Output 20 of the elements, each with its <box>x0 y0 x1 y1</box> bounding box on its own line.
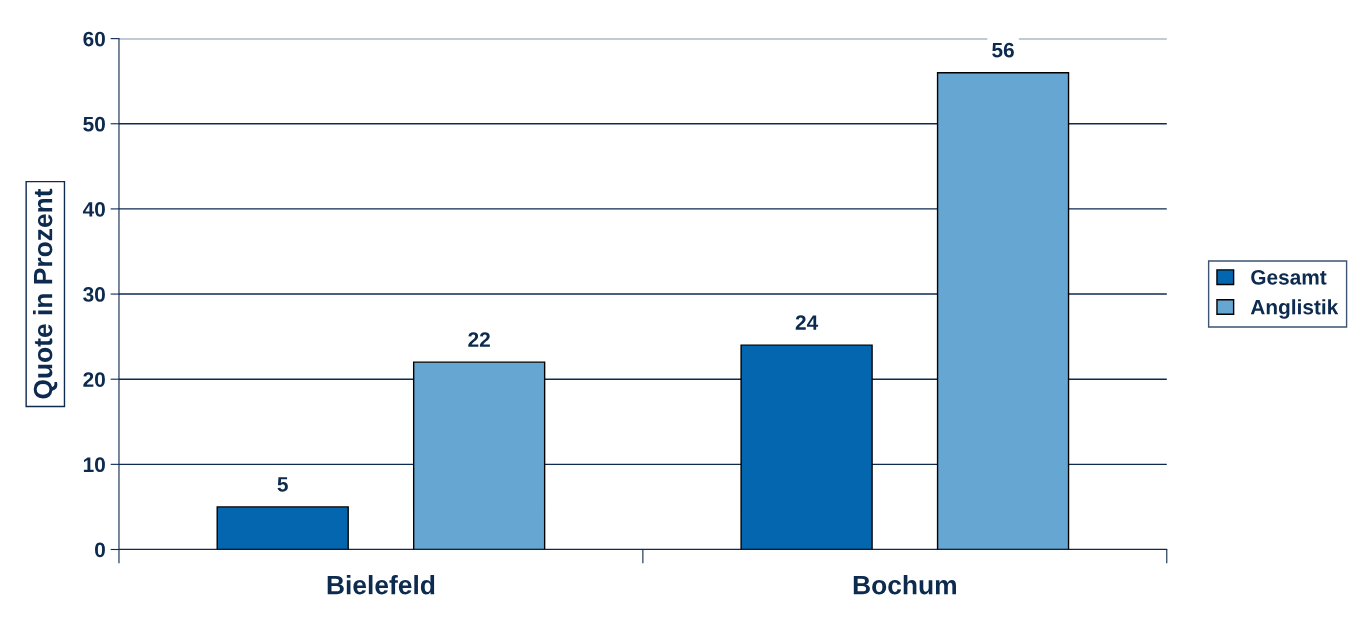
y-tick-label: 40 <box>82 201 105 217</box>
data-label: 5 <box>277 477 288 492</box>
data-label: 24 <box>795 315 819 330</box>
bar <box>936 71 1070 550</box>
x-tick-label: Bielefeld <box>327 575 435 595</box>
y-tick-label: 0 <box>95 542 105 558</box>
y-tick-label: 60 <box>83 31 105 47</box>
y-axis-title: Quote in Prozent <box>33 188 58 399</box>
y-tick-label: 30 <box>83 287 105 302</box>
y-tick-label: 10 <box>83 457 105 473</box>
y-tick-label: 50 <box>83 116 105 132</box>
y-tick-label: 20 <box>83 372 105 387</box>
legend-label: Anglistik <box>1250 299 1339 319</box>
bar <box>412 361 546 550</box>
legend-label: Gesamt <box>1251 269 1327 285</box>
x-tick-label: Bochum <box>853 575 956 595</box>
bar <box>216 506 349 550</box>
data-label: 56 <box>992 42 1014 58</box>
data-label: 22 <box>468 332 490 347</box>
bar <box>740 344 873 550</box>
